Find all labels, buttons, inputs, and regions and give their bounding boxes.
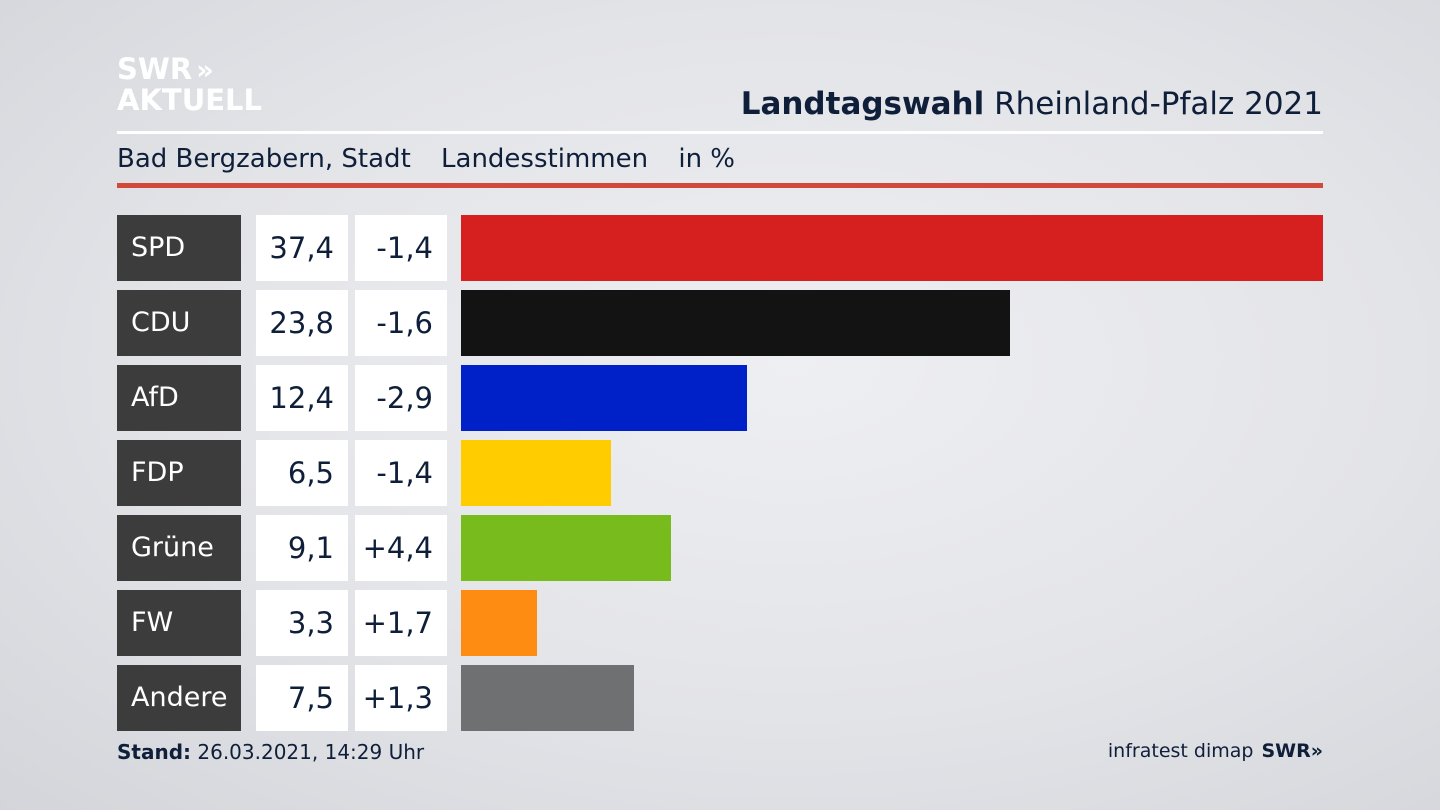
result-bar: [461, 590, 537, 656]
vote-share-label: 9,1: [256, 515, 348, 581]
party-label: FW: [117, 590, 241, 656]
party-label: AfD: [117, 365, 241, 431]
party-label: Grüne: [117, 515, 241, 581]
timestamp: Stand: 26.03.2021, 14:29 Uhr: [117, 740, 424, 764]
result-row: SPD 37,4 -1,4: [117, 215, 1323, 281]
result-bar: [461, 515, 671, 581]
location-label: Bad Bergzabern, Stadt: [117, 144, 411, 174]
vote-share-label: 12,4: [256, 365, 348, 431]
change-label: +1,7: [355, 590, 447, 656]
party-label: Andere: [117, 665, 241, 731]
title-rest: Rheinland-Pfalz 2021: [984, 86, 1323, 122]
result-bar: [461, 665, 634, 731]
vote-share-label: 23,8: [256, 290, 348, 356]
change-label: +4,4: [355, 515, 447, 581]
logo-arrows-icon: »: [196, 55, 214, 86]
unit-label: in %: [678, 144, 736, 174]
party-label: CDU: [117, 290, 241, 356]
vote-share-label: 3,3: [256, 590, 348, 656]
subheader: Bad Bergzabern, Stadt Landesstimmen in %: [117, 144, 757, 174]
party-label: FDP: [117, 440, 241, 506]
page-title: Landtagswahl Rheinland-Pfalz 2021: [741, 86, 1323, 122]
accent-divider: [117, 183, 1323, 188]
source-name: infratest dimap: [1107, 740, 1254, 762]
vote-share-label: 37,4: [256, 215, 348, 281]
change-label: -1,6: [355, 290, 447, 356]
result-bar: [461, 215, 1323, 281]
vote-share-label: 6,5: [256, 440, 348, 506]
result-row: Grüne 9,1 +4,4: [117, 515, 1323, 581]
result-row: AfD 12,4 -2,9: [117, 365, 1323, 431]
vote-share-label: 7,5: [256, 665, 348, 731]
stand-value: 26.03.2021, 14:29 Uhr: [191, 740, 425, 764]
change-label: -2,9: [355, 365, 447, 431]
logo-swr-text: SWR: [117, 52, 193, 86]
title-bold: Landtagswahl: [740, 86, 985, 122]
logo-aktuell-text: AKTUELL: [117, 83, 263, 117]
result-row: FW 3,3 +1,7: [117, 590, 1323, 656]
result-row: FDP 6,5 -1,4: [117, 440, 1323, 506]
result-row: CDU 23,8 -1,6: [117, 290, 1323, 356]
result-bar: [461, 440, 611, 506]
stand-label: Stand:: [117, 740, 192, 764]
party-label: SPD: [117, 215, 241, 281]
change-label: -1,4: [355, 215, 447, 281]
result-row: Andere 7,5 +1,3: [117, 665, 1323, 731]
source-credit: infratest dimap SWR»: [1108, 740, 1323, 762]
result-bar: [461, 290, 1010, 356]
result-bar: [461, 365, 747, 431]
header-divider: [117, 131, 1323, 134]
vote-type-label: Landesstimmen: [441, 144, 649, 174]
swr-footer-logo: SWR»: [1261, 740, 1323, 762]
change-label: +1,3: [355, 665, 447, 731]
change-label: -1,4: [355, 440, 447, 506]
swr-aktuell-logo: SWR» AKTUELL: [117, 55, 262, 115]
